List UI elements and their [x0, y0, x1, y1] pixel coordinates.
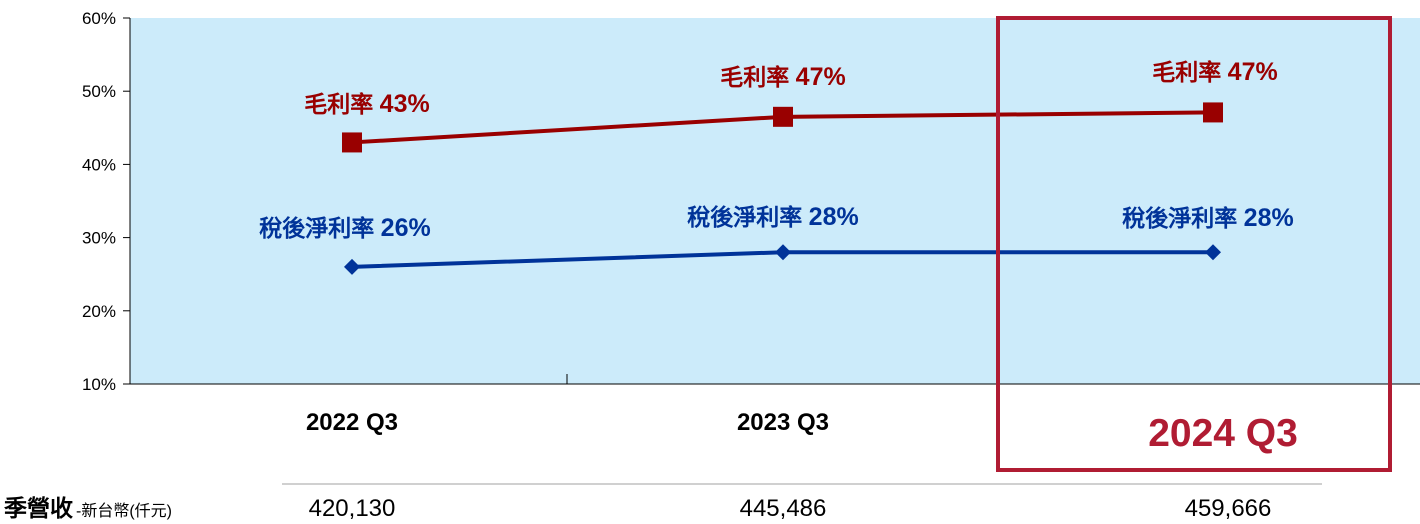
data-label-name: 毛利率 [720, 64, 795, 90]
data-label-gross-2: 毛利率 47% [1152, 58, 1277, 86]
x-tick-label-2: 2024 Q3 [1148, 412, 1298, 455]
data-label-net-1: 稅後淨利率 28% [687, 203, 858, 231]
data-label-name: 稅後淨利率 [1122, 205, 1243, 231]
data-label-name: 稅後淨利率 [259, 215, 380, 241]
marker-net-1 [775, 244, 791, 261]
y-tick-label: 10% [82, 375, 116, 394]
revenue-unit-note: -新台幣(仟元) [76, 502, 172, 520]
revenue-value-group: 420,130 445,486 459,666 [309, 495, 1272, 522]
data-label-name: 毛利率 [304, 91, 379, 117]
data-label-value: 28% [809, 203, 859, 231]
y-tick-label: 60% [82, 9, 116, 28]
data-label-net-0: 稅後淨利率 26% [259, 214, 430, 242]
revenue-value-0: 420,130 [309, 495, 396, 522]
data-label-gross-1: 毛利率 47% [720, 63, 845, 91]
x-tick-label-1: 2023 Q3 [737, 409, 829, 436]
series-layer [342, 102, 1223, 275]
revenue-title: 季營收 [4, 495, 73, 521]
revenue-value-1: 445,486 [740, 495, 827, 522]
y-tick-label: 20% [82, 302, 116, 321]
data-label-net-2: 稅後淨利率 28% [1122, 204, 1293, 232]
x-tick-label-0: 2022 Q3 [306, 409, 398, 436]
plot-area [130, 18, 1420, 384]
data-label-gross-0: 毛利率 43% [304, 90, 429, 118]
revenue-value-2: 459,666 [1185, 495, 1272, 522]
y-tick-label: 50% [82, 82, 116, 101]
data-label-value: 47% [1228, 58, 1278, 86]
marker-net-2 [1205, 244, 1221, 261]
x-tick-group: 2022 Q3 2023 Q3 2024 Q3 [306, 409, 1298, 455]
data-label-name: 毛利率 [1152, 59, 1227, 85]
y-tick-label: 30% [82, 229, 116, 248]
marker-net-0 [344, 258, 360, 275]
highlight-box-2024-q3 [996, 16, 1392, 472]
data-label-name: 稅後淨利率 [687, 204, 808, 230]
y-tick-label: 40% [82, 155, 116, 174]
marker-gross-0 [342, 132, 362, 153]
y-tick-group: 60% 50% 40% 30% 20% 10% [82, 9, 130, 394]
data-label-value: 47% [796, 63, 846, 91]
data-label-value: 43% [380, 90, 430, 118]
marker-gross-2 [1203, 102, 1223, 123]
data-label-layer: 毛利率 43%毛利率 47% 毛利率 47%稅後淨利率 26% 稅後淨利率 28% 稅… [259, 58, 1293, 242]
data-label-value: 26% [381, 214, 431, 242]
marker-gross-1 [773, 106, 793, 127]
data-label-value: 28% [1244, 204, 1294, 232]
